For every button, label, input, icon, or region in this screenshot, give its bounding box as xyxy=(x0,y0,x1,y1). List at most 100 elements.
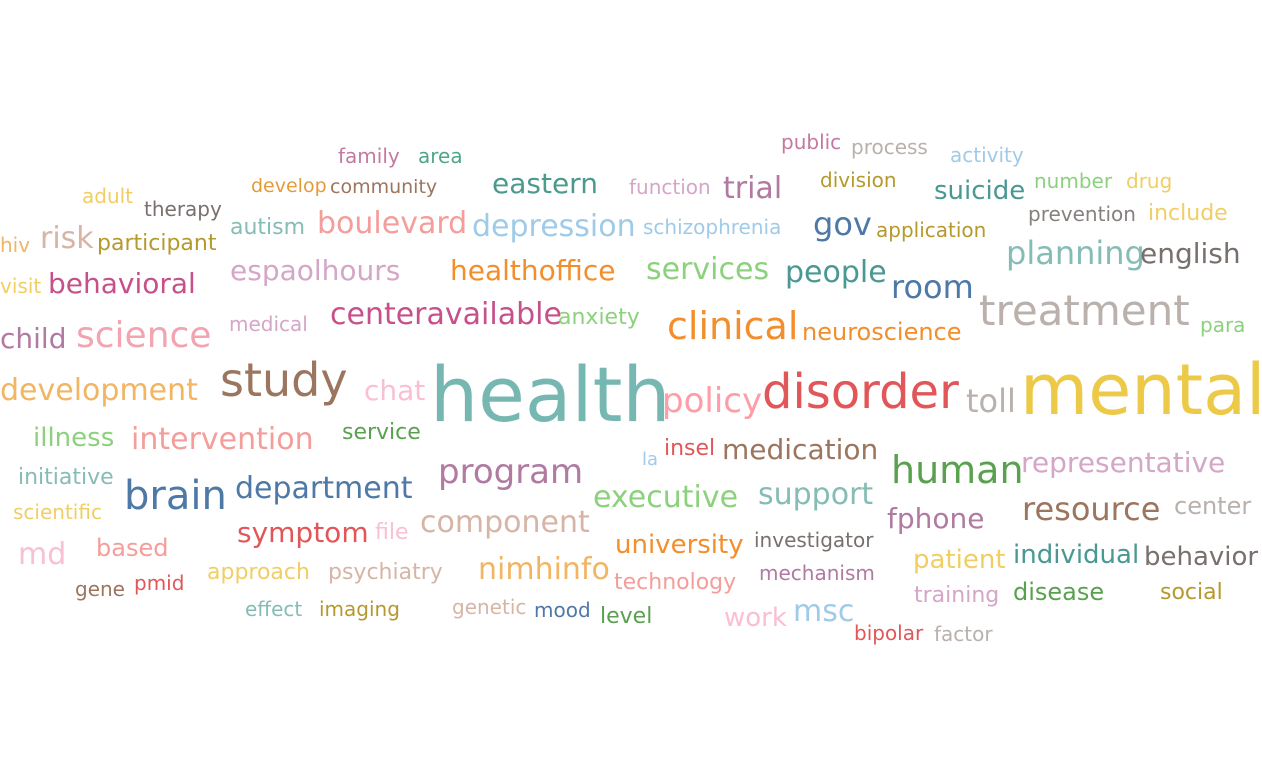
word-centeravailable: centeravailable xyxy=(330,297,562,332)
word-participant: participant xyxy=(97,231,217,256)
word-mood: mood xyxy=(534,598,591,622)
word-boulevard: boulevard xyxy=(317,206,468,241)
word-process: process xyxy=(851,135,928,159)
word-based: based xyxy=(96,534,169,562)
word-component: component xyxy=(420,505,590,540)
word-family: family xyxy=(338,144,400,168)
word-human: human xyxy=(891,448,1024,492)
word-activity: activity xyxy=(950,143,1024,167)
word-therapy: therapy xyxy=(144,197,222,221)
word-area: area xyxy=(418,144,463,168)
word-file: file xyxy=(375,520,409,545)
word-bipolar: bipolar xyxy=(854,621,924,645)
word-program: program xyxy=(438,452,584,492)
word-msc: msc xyxy=(793,594,855,629)
word-effect: effect xyxy=(245,597,303,621)
word-individual: individual xyxy=(1013,540,1140,570)
word-mental: mental xyxy=(1020,349,1262,431)
word-department: department xyxy=(235,471,413,506)
word-genetic: genetic xyxy=(452,595,527,619)
word-study: study xyxy=(220,353,348,407)
word-development: development xyxy=(0,373,198,408)
word-neuroscience: neuroscience xyxy=(802,318,962,346)
word-executive: executive xyxy=(593,480,739,515)
word-function: function xyxy=(629,175,711,199)
word-service: service xyxy=(342,420,421,445)
word-social: social xyxy=(1160,580,1223,605)
word-md: md xyxy=(18,537,67,572)
word-behavioral: behavioral xyxy=(48,267,196,300)
word-policy: policy xyxy=(662,381,763,421)
word-depression: depression xyxy=(472,209,636,244)
word-gene: gene xyxy=(75,577,125,601)
word-include: include xyxy=(1148,201,1228,226)
word-english: english xyxy=(1140,237,1241,270)
word-public: public xyxy=(781,130,842,154)
word-people: people xyxy=(785,255,887,290)
word-factor: factor xyxy=(934,622,993,646)
word-child: child xyxy=(0,322,67,355)
word-initiative: initiative xyxy=(18,465,114,490)
word-community: community xyxy=(330,176,438,198)
word-chat: chat xyxy=(364,374,426,407)
word-scientific: scientific xyxy=(13,500,102,524)
word-psychiatry: psychiatry xyxy=(328,560,443,585)
word-application: application xyxy=(876,218,987,242)
word-insel: insel xyxy=(664,436,716,461)
word-visit: visit xyxy=(0,274,42,298)
word-suicide: suicide xyxy=(934,176,1026,206)
word-center: center xyxy=(1174,492,1252,520)
word-behavior: behavior xyxy=(1144,542,1259,572)
word-eastern: eastern xyxy=(492,167,598,200)
word-illness: illness xyxy=(33,423,115,453)
word-services: services xyxy=(646,252,770,287)
word-health: health xyxy=(430,350,671,439)
word-level: level xyxy=(600,604,653,629)
word-toll: toll xyxy=(966,382,1016,420)
word-science: science xyxy=(76,315,212,356)
word-representative: representative xyxy=(1021,446,1226,479)
word-clinical: clinical xyxy=(667,304,799,348)
word-autism: autism xyxy=(230,215,306,240)
word-intervention: intervention xyxy=(131,422,314,457)
word-work: work xyxy=(724,603,787,633)
word-adult: adult xyxy=(82,184,134,208)
word-la: la xyxy=(642,449,659,470)
word-fphone: fphone xyxy=(887,502,985,535)
word-medication: medication xyxy=(722,433,879,466)
word-symptom: symptom xyxy=(237,516,369,549)
word-anxiety: anxiety xyxy=(558,305,640,330)
word-develop: develop xyxy=(251,175,327,197)
word-pmid: pmid xyxy=(134,571,185,595)
word-drug: drug xyxy=(1126,169,1173,193)
word-schizophrenia: schizophrenia xyxy=(643,215,782,239)
word-investigator: investigator xyxy=(754,528,874,552)
word-number: number xyxy=(1034,169,1113,193)
word-nimhinfo: nimhinfo xyxy=(478,552,610,587)
word-brain: brain xyxy=(124,473,227,519)
word-technology: technology xyxy=(614,570,737,595)
word-university: university xyxy=(615,530,744,560)
word-mechanism: mechanism xyxy=(759,561,875,585)
word-planning: planning xyxy=(1006,234,1145,272)
word-room: room xyxy=(891,268,974,306)
word-risk: risk xyxy=(40,221,94,256)
word-medical: medical xyxy=(229,312,308,336)
word-resource: resource xyxy=(1022,490,1161,528)
word-gov: gov xyxy=(813,205,872,243)
word-treatment: treatment xyxy=(979,286,1190,335)
word-imaging: imaging xyxy=(319,597,400,621)
word-prevention: prevention xyxy=(1028,202,1136,226)
word-espaolhours: espaolhours xyxy=(230,254,401,287)
word-trial: trial xyxy=(723,171,783,206)
word-approach: approach xyxy=(207,560,310,585)
word-disorder: disorder xyxy=(762,364,959,420)
word-training: training xyxy=(914,583,1000,608)
word-support: support xyxy=(758,477,874,512)
word-division: division xyxy=(820,168,897,192)
word-hiv: hiv xyxy=(0,233,31,257)
word-healthoffice: healthoffice xyxy=(450,254,616,287)
word-para: para xyxy=(1200,313,1246,337)
word-patient: patient xyxy=(913,545,1006,575)
